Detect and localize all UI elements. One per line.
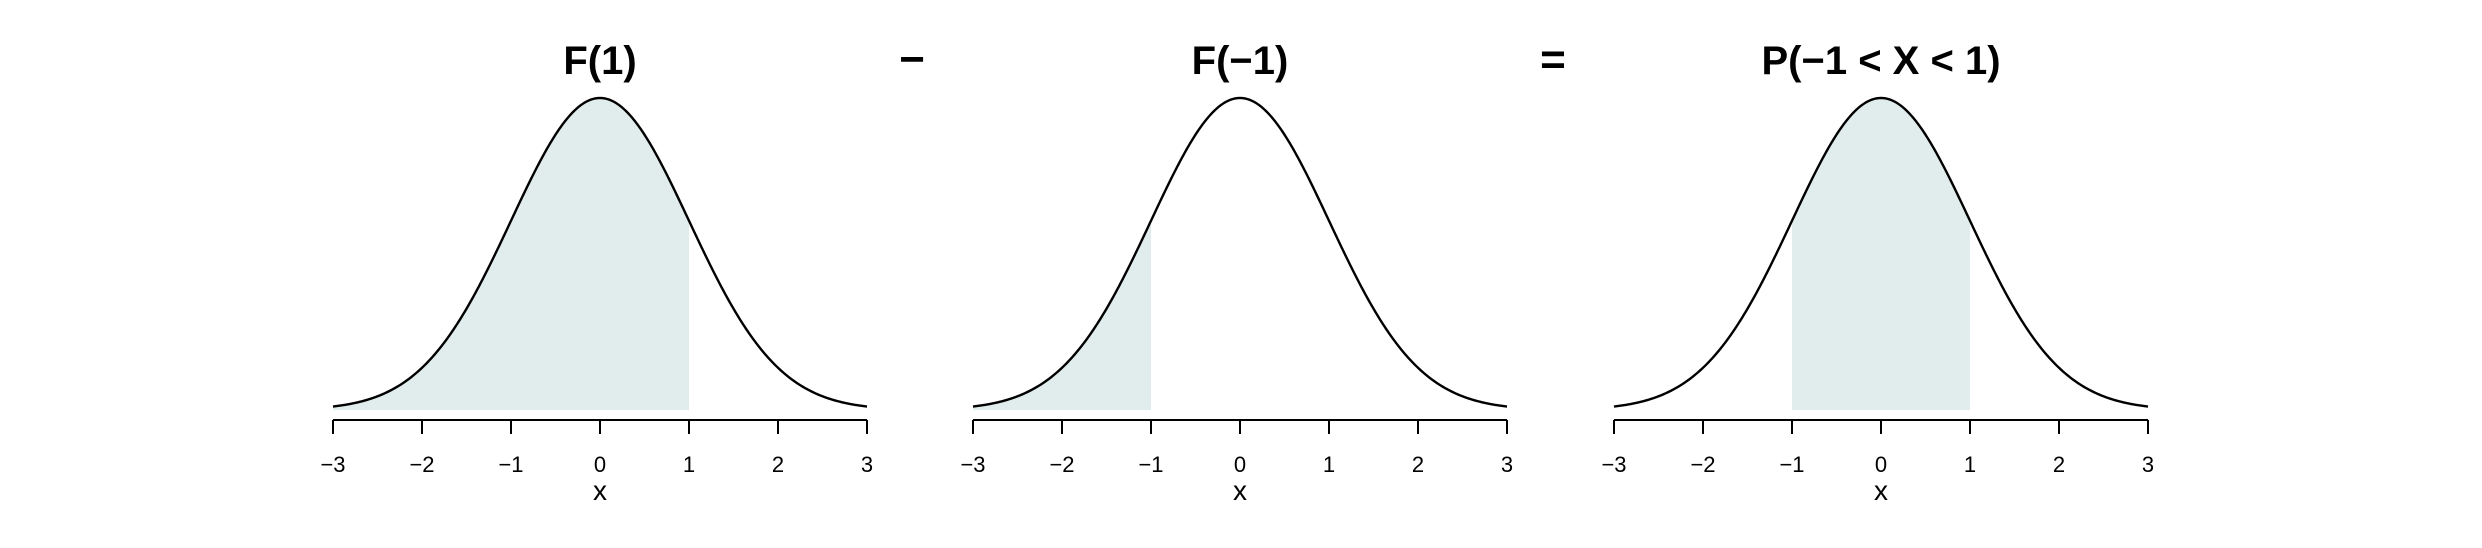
x-tick-label: −2 [1049, 452, 1074, 477]
x-tick-label: 2 [2053, 452, 2065, 477]
chart-panel: −3 −2 −1 0 1 2 3 x F(−1) [960, 39, 1513, 506]
x-axis-label: x [1874, 475, 1888, 506]
x-tick-label: 3 [1501, 452, 1513, 477]
x-tick-label: −2 [409, 452, 434, 477]
x-tick-label: 3 [2142, 452, 2154, 477]
panel-title: F(−1) [1192, 39, 1289, 83]
shaded-area [1792, 98, 1970, 410]
x-axis-label: x [1233, 475, 1247, 506]
density-curve [332, 96, 868, 408]
x-tick-label: −3 [1601, 452, 1626, 477]
x-tick-label: 2 [772, 452, 784, 477]
x-tick-label: −1 [1138, 452, 1163, 477]
x-tick-label: 0 [594, 452, 606, 477]
chart-panel: −3 −2 −1 0 1 2 3 x F(1) [320, 39, 873, 506]
x-tick-label: −3 [960, 452, 985, 477]
equals-operator: = [1540, 35, 1566, 84]
minus-operator: − [899, 35, 925, 84]
x-tick-label: 1 [1323, 452, 1335, 477]
x-tick-label: 2 [1412, 452, 1424, 477]
x-tick-label: −1 [498, 452, 523, 477]
x-tick-label: 1 [683, 452, 695, 477]
chart-panel: −3 −2 −1 0 1 2 3 x P(−1 < X < 1) [1601, 39, 2154, 506]
x-tick-label: −1 [1779, 452, 1804, 477]
x-tick-label: −3 [320, 452, 345, 477]
x-tick-label: 1 [1964, 452, 1976, 477]
x-tick-label: 0 [1875, 452, 1887, 477]
panel-title: P(−1 < X < 1) [1761, 39, 2000, 83]
panel-title: F(1) [563, 39, 636, 83]
x-tick-label: 3 [861, 452, 873, 477]
x-tick-label: −2 [1690, 452, 1715, 477]
x-tick-label: 0 [1234, 452, 1246, 477]
shaded-area [333, 98, 689, 410]
density-curve [972, 96, 1508, 408]
shaded-area [973, 220, 1151, 410]
x-axis-label: x [593, 475, 607, 506]
density-curve [1613, 96, 2149, 408]
